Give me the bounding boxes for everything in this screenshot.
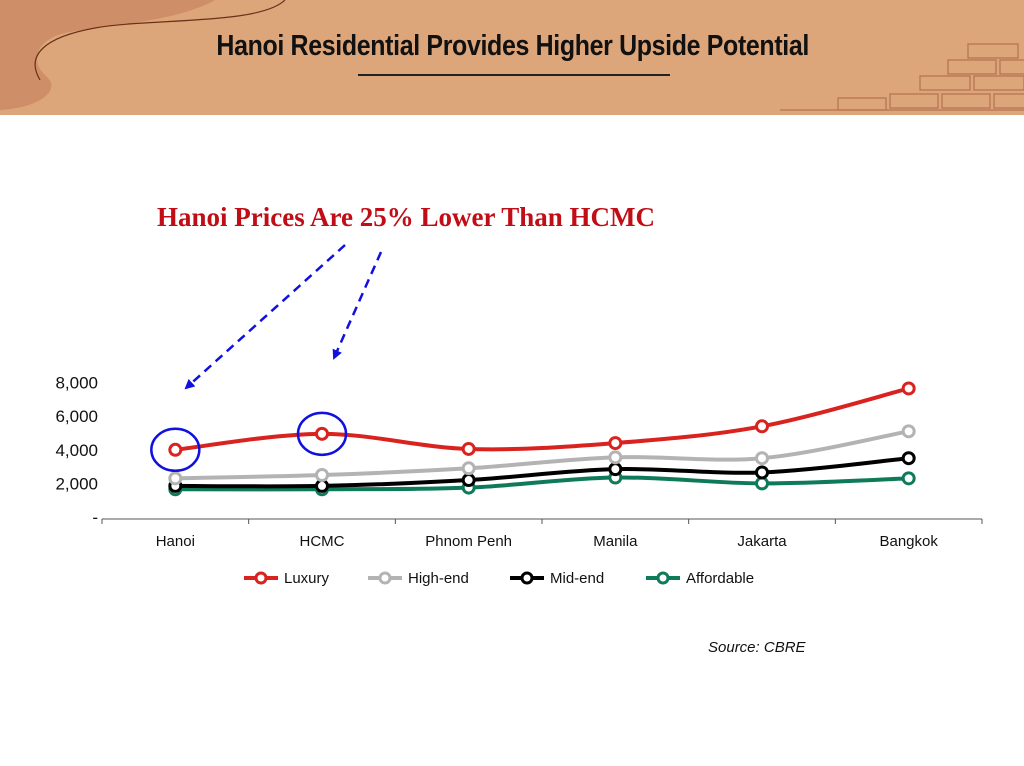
callout-text: Hanoi Prices Are 25% Lower Than HCMC <box>157 202 655 232</box>
data-point-mid-end <box>901 451 916 466</box>
annotation-arrows <box>184 244 383 390</box>
highlight-circle-hanoi <box>150 427 201 473</box>
data-point-mid-end <box>315 478 329 493</box>
data-point-mid-end <box>461 473 476 488</box>
data-point-high-end <box>608 450 623 465</box>
data-point-high-end <box>755 451 769 466</box>
slide-title: Hanoi Residential Provides Higher Upside… <box>216 30 809 62</box>
data-point-high-end <box>315 468 329 482</box>
data-point-luxury <box>461 441 476 456</box>
highlight-circle-hcmc <box>296 411 348 457</box>
data-point-luxury <box>168 442 183 457</box>
data-point-high-end <box>901 424 916 439</box>
x-tick-label: Bangkok <box>879 533 938 550</box>
y-tick-label: 8,000 <box>55 374 98 393</box>
legend-swatch-marker <box>378 571 392 585</box>
brick-outlines <box>780 43 1024 111</box>
data-point-luxury <box>755 419 769 434</box>
data-point-luxury <box>901 381 916 396</box>
legend-label-luxury: Luxury <box>284 570 330 587</box>
data-point-luxury <box>315 426 329 441</box>
series-line-luxury <box>173 386 911 452</box>
series-line-mid-end <box>173 456 911 489</box>
y-tick-label: 2,000 <box>55 474 98 493</box>
data-point-luxury <box>608 436 623 451</box>
x-tick-label: Jakarta <box>737 533 787 550</box>
annotation-arrow-hanoi <box>184 244 346 390</box>
legend-label-affordable: Affordable <box>686 570 754 587</box>
legend-label-mid-end: Mid-end <box>550 570 604 587</box>
data-point-affordable <box>755 476 769 491</box>
data-point-affordable <box>901 471 916 486</box>
legend-swatch-marker <box>520 571 534 585</box>
y-tick-label: - <box>92 508 98 527</box>
x-tick-label: Phnom Penh <box>425 533 512 550</box>
x-tick-label: Manila <box>593 533 638 550</box>
annotation-arrow-hcmc <box>332 251 383 360</box>
legend-swatch-marker <box>254 571 268 585</box>
y-tick-label: 4,000 <box>55 441 98 460</box>
x-tick-label: HCMC <box>300 533 345 550</box>
plot-area: - 2,000 4,000 6,000 8,000 Hanoi HCMC Phnom Penh… <box>55 374 983 550</box>
decorative-wave <box>0 0 215 110</box>
decorative-wave-outline <box>34 0 286 81</box>
header-banner: Hanoi Residential Provides Higher Upside… <box>0 0 1024 115</box>
decorative-brick-pattern <box>0 0 1024 111</box>
chart-legend: Luxury High-end Mid-end Affordable <box>244 570 754 587</box>
data-point-mid-end <box>608 462 623 477</box>
title-underline <box>358 74 670 76</box>
legend-swatch-marker <box>656 571 670 585</box>
legend-label-high-end: High-end <box>408 570 469 587</box>
data-point-high-end <box>168 471 183 486</box>
series-line-high-end <box>173 429 911 481</box>
series-line-affordable <box>173 475 911 492</box>
source-note: Source: CBRE <box>708 639 807 656</box>
data-point-high-end <box>461 461 476 476</box>
y-tick-label: 6,000 <box>55 407 98 426</box>
x-tick-label: Hanoi <box>156 533 195 550</box>
data-point-mid-end <box>755 465 769 480</box>
